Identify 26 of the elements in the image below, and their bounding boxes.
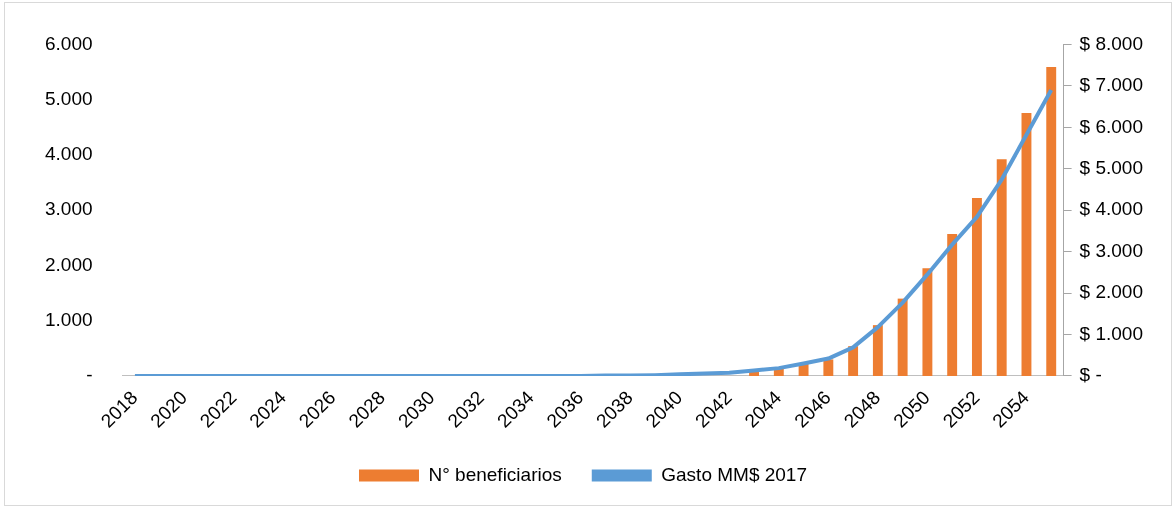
bar (922, 268, 933, 376)
y-tick-label: 5.000 (45, 87, 93, 109)
y-tick-label: 3.000 (45, 198, 93, 220)
bar (971, 198, 982, 376)
bar (1046, 67, 1057, 376)
bar (872, 325, 883, 376)
y-tick-label: 6.000 (45, 32, 93, 54)
bar (947, 233, 958, 376)
y-tick-label: 2.000 (45, 253, 93, 275)
y2-tick-label: $ 3.000 (1079, 239, 1144, 261)
y2-tick-label: $ 8.000 (1079, 32, 1144, 54)
legend-label: Gasto MM$ 2017 (661, 463, 808, 485)
bar (823, 359, 834, 376)
y2-tick-label: $ 7.000 (1079, 74, 1144, 96)
y2-tick-label: $ 2.000 (1079, 281, 1144, 303)
y-tick-label: 1.000 (45, 308, 93, 330)
y2-tick-label: $ 5.000 (1079, 156, 1144, 178)
bar (996, 159, 1007, 376)
y2-tick-label: $ 1.000 (1079, 322, 1144, 344)
y2-tick-label: $ 4.000 (1079, 198, 1144, 220)
y2-tick-label: $ - (1079, 364, 1102, 386)
bar (897, 298, 908, 376)
y-tick-label: 4.000 (45, 143, 93, 165)
y2-tick-label: $ 6.000 (1079, 115, 1144, 137)
legend-label: N° beneficiarios (428, 463, 562, 485)
y-tick-label: - (86, 364, 93, 386)
